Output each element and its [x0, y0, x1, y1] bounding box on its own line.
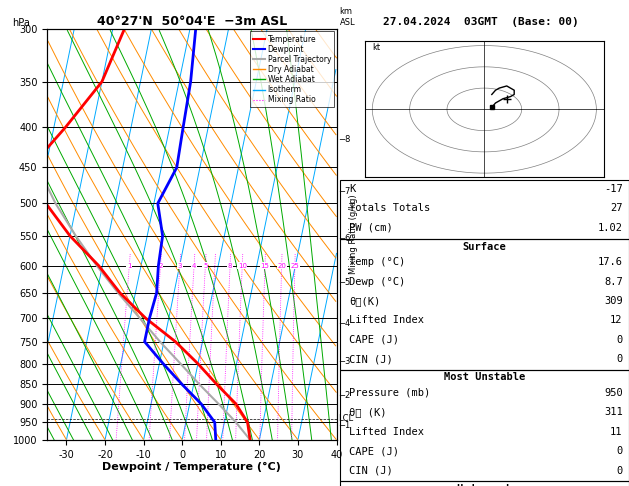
Text: Pressure (mb): Pressure (mb): [349, 388, 430, 398]
Text: 1.02: 1.02: [598, 223, 623, 233]
Text: −2: −2: [338, 391, 350, 400]
Text: Temp (°C): Temp (°C): [349, 257, 405, 267]
Text: 8.7: 8.7: [604, 277, 623, 287]
Text: 12: 12: [610, 315, 623, 326]
Text: −4: −4: [338, 318, 350, 328]
Legend: Temperature, Dewpoint, Parcel Trajectory, Dry Adiabat, Wet Adiabat, Isotherm, Mi: Temperature, Dewpoint, Parcel Trajectory…: [250, 32, 334, 107]
Text: CIN (J): CIN (J): [349, 354, 393, 364]
Text: hPa: hPa: [13, 18, 30, 28]
Text: 1: 1: [127, 262, 131, 269]
Text: 0: 0: [616, 335, 623, 345]
Text: km
ASL: km ASL: [340, 7, 355, 27]
Text: 2: 2: [159, 262, 163, 269]
Text: 27: 27: [610, 203, 623, 213]
Text: 27.04.2024  03GMT  (Base: 00): 27.04.2024 03GMT (Base: 00): [383, 17, 579, 27]
Text: Most Unstable: Most Unstable: [443, 372, 525, 382]
Text: 0: 0: [616, 354, 623, 364]
Text: 20: 20: [277, 262, 286, 269]
Text: Lifted Index: Lifted Index: [349, 315, 424, 326]
Text: θᴀ (K): θᴀ (K): [349, 407, 387, 417]
Text: Lifted Index: Lifted Index: [349, 427, 424, 437]
Text: Dewp (°C): Dewp (°C): [349, 277, 405, 287]
Text: 5: 5: [203, 262, 208, 269]
Text: Totals Totals: Totals Totals: [349, 203, 430, 213]
Text: 15: 15: [260, 262, 269, 269]
Text: kt: kt: [372, 43, 381, 52]
Text: 311: 311: [604, 407, 623, 417]
Text: −1: −1: [338, 421, 350, 430]
Text: Surface: Surface: [462, 242, 506, 252]
Text: 10: 10: [238, 262, 247, 269]
X-axis label: Dewpoint / Temperature (°C): Dewpoint / Temperature (°C): [103, 462, 281, 472]
Text: −5: −5: [338, 278, 350, 287]
Text: CAPE (J): CAPE (J): [349, 335, 399, 345]
Text: K: K: [349, 184, 355, 194]
Text: CAPE (J): CAPE (J): [349, 446, 399, 456]
Text: -17: -17: [604, 184, 623, 194]
Text: LCL: LCL: [338, 414, 353, 423]
Text: 309: 309: [604, 296, 623, 306]
Text: Hodograph: Hodograph: [456, 484, 513, 486]
Text: 0: 0: [616, 466, 623, 476]
Text: 3: 3: [177, 262, 182, 269]
Text: 25: 25: [291, 262, 299, 269]
Text: 11: 11: [610, 427, 623, 437]
Text: CIN (J): CIN (J): [349, 466, 393, 476]
Text: −3: −3: [338, 357, 350, 366]
Text: 17.6: 17.6: [598, 257, 623, 267]
Text: 4: 4: [192, 262, 196, 269]
Text: −6: −6: [338, 235, 350, 243]
Text: PW (cm): PW (cm): [349, 223, 393, 233]
Text: θᴀ(K): θᴀ(K): [349, 296, 381, 306]
Text: −8: −8: [338, 135, 350, 144]
Text: 950: 950: [604, 388, 623, 398]
Text: 8: 8: [228, 262, 232, 269]
Text: Mixing Ratio (g/kg): Mixing Ratio (g/kg): [349, 195, 359, 274]
Text: 0: 0: [616, 446, 623, 456]
Text: −7: −7: [338, 187, 350, 196]
Title: 40°27'N  50°04'E  −3m ASL: 40°27'N 50°04'E −3m ASL: [97, 15, 287, 28]
